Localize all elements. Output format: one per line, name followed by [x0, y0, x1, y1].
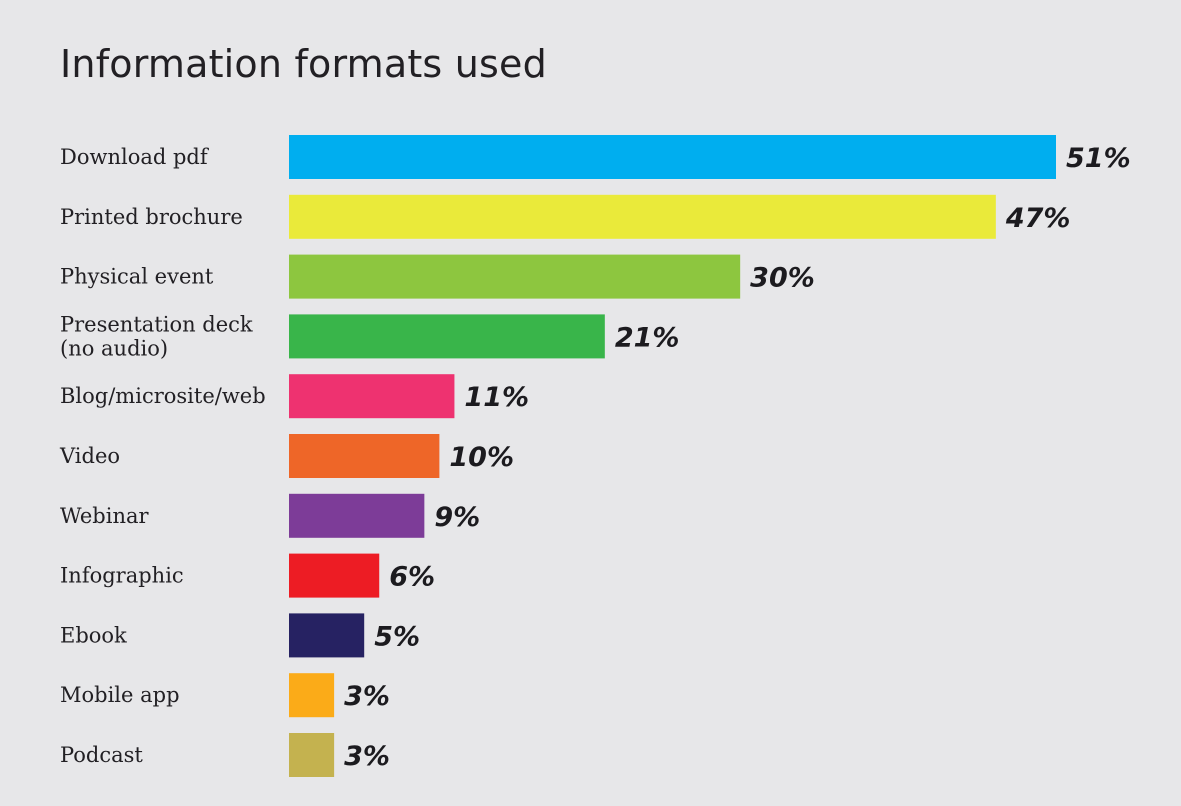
category-label: Blog/microsite/web: [60, 384, 266, 408]
bar: [289, 314, 605, 359]
category-label: Physical event: [60, 265, 214, 289]
category-label-line: Webinar: [60, 504, 150, 528]
bar: [289, 374, 455, 419]
value-label: 21%: [615, 322, 680, 353]
category-label-line: Mobile app: [60, 683, 180, 707]
category-label: Podcast: [60, 743, 143, 767]
category-label: Webinar: [60, 504, 150, 528]
bar: [289, 194, 996, 239]
value-label: 51%: [1066, 143, 1131, 174]
bar: [289, 434, 440, 478]
chart-title: Information formats used: [60, 42, 547, 86]
value-label: 3%: [344, 681, 390, 712]
value-label: 47%: [1005, 203, 1071, 234]
bar: [289, 613, 365, 658]
value-label: 3%: [344, 741, 390, 772]
bar: [289, 733, 335, 777]
value-label: 9%: [434, 502, 480, 533]
category-label-line: (no audio): [60, 336, 168, 360]
category-label-line: Physical event: [60, 265, 214, 289]
category-label: Printed brochure: [60, 205, 243, 229]
bar: [289, 673, 335, 718]
bar: [289, 135, 1056, 179]
category-label-line: Printed brochure: [60, 205, 243, 229]
category-label-line: Podcast: [60, 743, 143, 767]
bar: [289, 254, 741, 299]
category-label: Video: [59, 444, 120, 468]
bar: [289, 493, 425, 538]
category-label: Ebook: [60, 623, 127, 647]
value-label: 11%: [464, 382, 529, 413]
value-label: 6%: [389, 562, 435, 593]
bar: [289, 553, 380, 598]
category-label: Infographic: [60, 564, 184, 588]
category-label-line: Presentation deck: [60, 312, 253, 336]
category-label-line: Video: [59, 444, 120, 468]
category-label-line: Download pdf: [60, 145, 210, 169]
value-label: 30%: [750, 263, 815, 294]
category-label: Presentation deck (no audio): [60, 312, 253, 360]
category-label: Mobile app: [60, 683, 180, 707]
category-label-line: Blog/microsite/web: [60, 384, 266, 408]
category-label: Download pdf: [60, 145, 210, 169]
value-label: 5%: [374, 621, 420, 652]
category-label-line: Infographic: [60, 564, 184, 588]
value-label: 10%: [449, 442, 514, 473]
category-label-line: Ebook: [60, 623, 127, 647]
